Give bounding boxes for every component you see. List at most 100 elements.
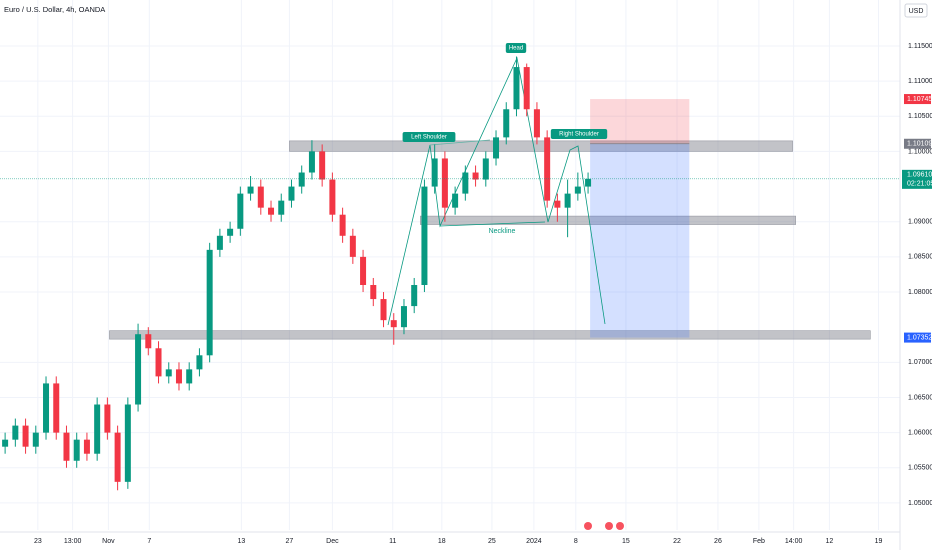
annotation: Neckline — [489, 228, 516, 235]
candle-body — [63, 432, 70, 461]
candle-body — [462, 172, 469, 194]
stop-tag — [904, 94, 931, 105]
y-tick-label: 1.11000 — [908, 78, 932, 85]
y-tick-label: 1.08000 — [908, 289, 932, 296]
annotation-box — [402, 132, 456, 142]
x-tick-label: 23 — [34, 538, 42, 545]
x-tick-label: 8 — [574, 538, 578, 545]
x-tick-label: Dec — [326, 538, 339, 545]
entry-tag — [904, 138, 931, 149]
candle-body — [237, 193, 244, 229]
candle-body — [257, 186, 264, 208]
candle-body — [114, 432, 121, 482]
candle-body — [390, 320, 397, 328]
annotation: Head — [509, 46, 523, 52]
annotation: Left Shoulder — [411, 135, 447, 141]
x-tick-label: 14:00 — [785, 538, 803, 545]
x-tick-label: 13 — [237, 538, 245, 545]
candle-body — [574, 186, 581, 194]
event-icon[interactable] — [605, 522, 613, 530]
candle-body — [288, 186, 295, 201]
target-zone — [590, 143, 690, 338]
x-tick-label: 19 — [875, 538, 883, 545]
candle-body — [503, 109, 510, 138]
candle-body — [12, 425, 19, 440]
candle-body — [43, 383, 50, 433]
x-tick-label: 25 — [488, 538, 496, 545]
candle-body — [370, 285, 377, 300]
x-tick-label: 18 — [438, 538, 446, 545]
candle-body — [227, 228, 234, 236]
x-tick-label: 12 — [826, 538, 834, 545]
candle-body — [585, 178, 592, 187]
stop-label: 1.10745 — [907, 96, 932, 103]
x-tick-label: 2024 — [526, 538, 542, 545]
x-tick-label: 22 — [673, 538, 681, 545]
candle-body — [104, 404, 111, 433]
y-tick-label: 1.05500 — [908, 465, 932, 472]
currency[interactable]: USD — [909, 8, 924, 15]
annotation-box — [505, 43, 527, 53]
candle-body — [431, 158, 438, 187]
neckline — [439, 221, 546, 227]
candle-body — [472, 172, 479, 180]
candle-body — [329, 179, 336, 215]
candle-body — [135, 334, 142, 405]
annotation: Right Shoulder — [559, 132, 599, 138]
candle-body — [94, 404, 101, 454]
zone — [109, 330, 871, 340]
last-price-label: 1.09610 — [907, 172, 932, 179]
candle-body — [564, 193, 571, 208]
target-tag — [904, 332, 931, 343]
event-icon[interactable] — [584, 522, 592, 530]
candle-body — [268, 207, 275, 215]
currency-box[interactable] — [904, 3, 928, 18]
x-tick-label: 27 — [286, 538, 294, 545]
shoulder-line — [429, 139, 491, 146]
candle-body — [298, 172, 305, 187]
candle-body — [145, 334, 152, 349]
zone — [420, 215, 796, 225]
candle-body — [155, 348, 162, 377]
event-icons — [584, 522, 624, 530]
candle-body — [22, 425, 29, 447]
candle-body — [73, 439, 80, 461]
candle-body — [441, 158, 448, 208]
candle-body — [380, 299, 387, 321]
candle-body — [554, 200, 561, 208]
candle-body — [278, 200, 285, 215]
x-tick-label: 26 — [714, 538, 722, 545]
candle-body — [452, 193, 459, 208]
candle-body — [493, 137, 500, 159]
candle-body — [175, 369, 182, 384]
candle-body — [53, 383, 60, 433]
candle-body — [421, 186, 428, 286]
y-tick-label: 1.10500 — [908, 113, 932, 120]
y-tick-label: 1.09000 — [908, 219, 932, 226]
annotation-box — [550, 129, 608, 139]
candle-body — [349, 235, 356, 257]
candle-body — [533, 109, 540, 138]
y-tick-label: 1.07000 — [908, 359, 932, 366]
candle-body — [186, 369, 193, 384]
countdown: 02:21:05 — [907, 181, 932, 188]
candle-body — [2, 439, 9, 447]
candle-body — [319, 151, 326, 180]
y-tick-label: 1.08500 — [908, 254, 932, 261]
candle-body — [196, 355, 203, 370]
candle-body — [544, 137, 551, 201]
zone — [289, 140, 793, 152]
candle-body — [165, 369, 172, 377]
candle-body — [360, 256, 367, 286]
candle-body — [206, 249, 213, 356]
target-label: 1.07352 — [907, 334, 932, 341]
candle-body — [247, 186, 254, 194]
candle-body — [339, 214, 346, 236]
x-tick-label: Nov — [102, 538, 115, 545]
x-tick-label: Feb — [753, 538, 765, 545]
event-icon[interactable] — [616, 522, 624, 530]
candle-body — [482, 158, 489, 180]
x-tick-label: 7 — [147, 538, 151, 545]
candle-body — [83, 439, 90, 454]
